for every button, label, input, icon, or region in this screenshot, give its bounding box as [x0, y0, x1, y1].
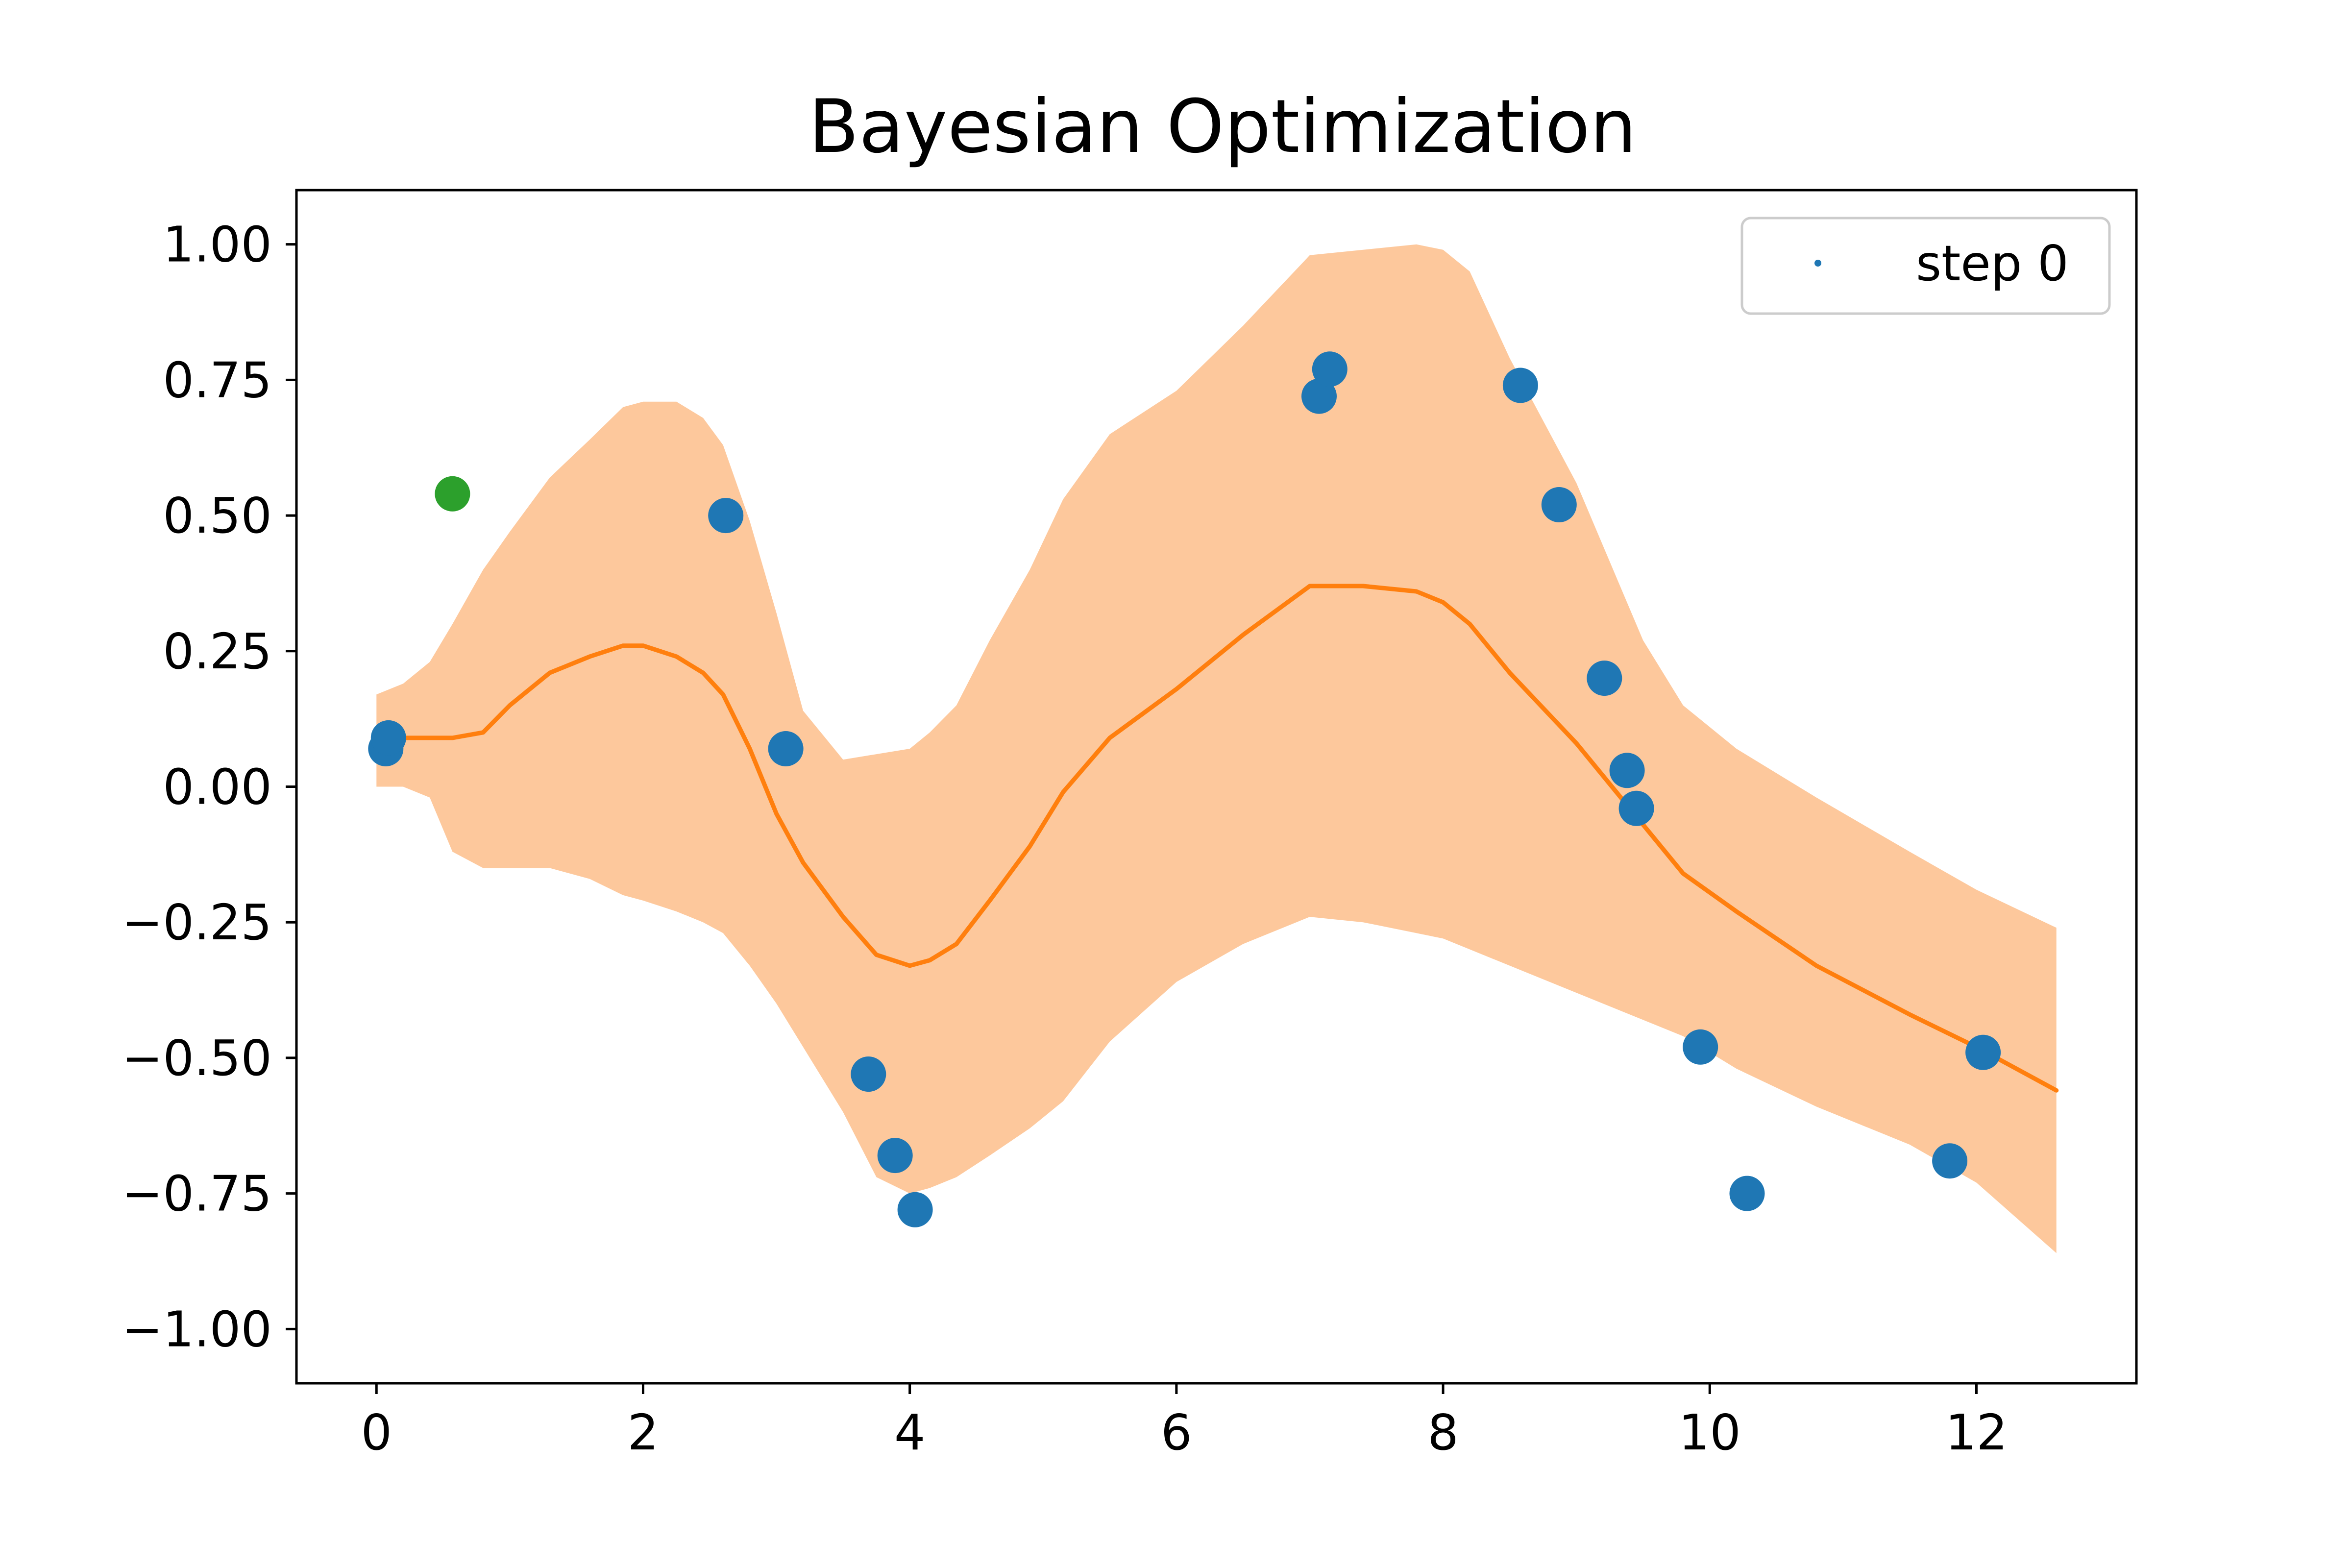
x-tick-label: 4: [894, 1404, 926, 1461]
x-tick-label: 8: [1427, 1404, 1459, 1461]
y-tick-label: 0.25: [163, 623, 272, 680]
y-tick-label: −1.00: [122, 1300, 272, 1358]
confidence-band-layer: [376, 244, 2057, 1253]
observation-point: [1587, 661, 1622, 696]
observation-point: [1965, 1034, 2001, 1070]
x-tick-label: 0: [361, 1404, 392, 1461]
observation-point: [768, 731, 804, 766]
y-tick-label: 1.00: [163, 216, 272, 273]
legend: step 0: [1740, 217, 2111, 315]
legend-box: [1740, 217, 2111, 315]
y-axis: −1.00 −0.75 −0.50 −0.25 0.00 0.25 0.50 0.75 1.00: [122, 216, 296, 1358]
observation-point: [1729, 1176, 1765, 1211]
legend-label-step-0: step 0: [1916, 235, 2069, 292]
legend-marker-step-0: [1814, 260, 1821, 267]
y-tick-label: 0.00: [163, 759, 272, 816]
observation-point: [1502, 368, 1538, 403]
x-tick-label: 6: [1161, 1404, 1192, 1461]
observations-layer: [368, 351, 2001, 1227]
observation-point: [897, 1192, 933, 1227]
observation-point: [1932, 1143, 1968, 1179]
x-tick-label: 2: [628, 1404, 659, 1461]
plot-area: [296, 190, 2136, 1383]
observation-point: [1301, 378, 1337, 414]
observation-point: [1312, 351, 1348, 387]
observation-point: [1541, 487, 1577, 522]
y-tick-label: −0.25: [122, 894, 272, 951]
observation-point: [1683, 1029, 1718, 1065]
mean-line-layer: [374, 584, 2059, 1093]
mean-prediction-line: [374, 584, 2059, 1093]
y-tick-label: 0.75: [163, 351, 272, 409]
y-tick-label: −0.75: [122, 1165, 272, 1223]
x-tick-label: 12: [1945, 1404, 2008, 1461]
observation-point: [877, 1138, 913, 1174]
y-tick-label: 0.50: [163, 487, 272, 544]
confidence-band: [376, 244, 2057, 1253]
observation-point: [370, 720, 406, 756]
observation-point: [1618, 790, 1654, 826]
chart-title: Bayesian Optimization: [808, 84, 1637, 170]
y-tick-label: −0.50: [122, 1029, 272, 1087]
current-point: [435, 476, 470, 512]
observation-point: [708, 498, 744, 534]
x-tick-label: 10: [1679, 1404, 1741, 1461]
observation-point: [1609, 753, 1645, 788]
observation-point: [851, 1056, 886, 1092]
x-axis: 0 2 4 6 8 10 12: [361, 1383, 2008, 1461]
